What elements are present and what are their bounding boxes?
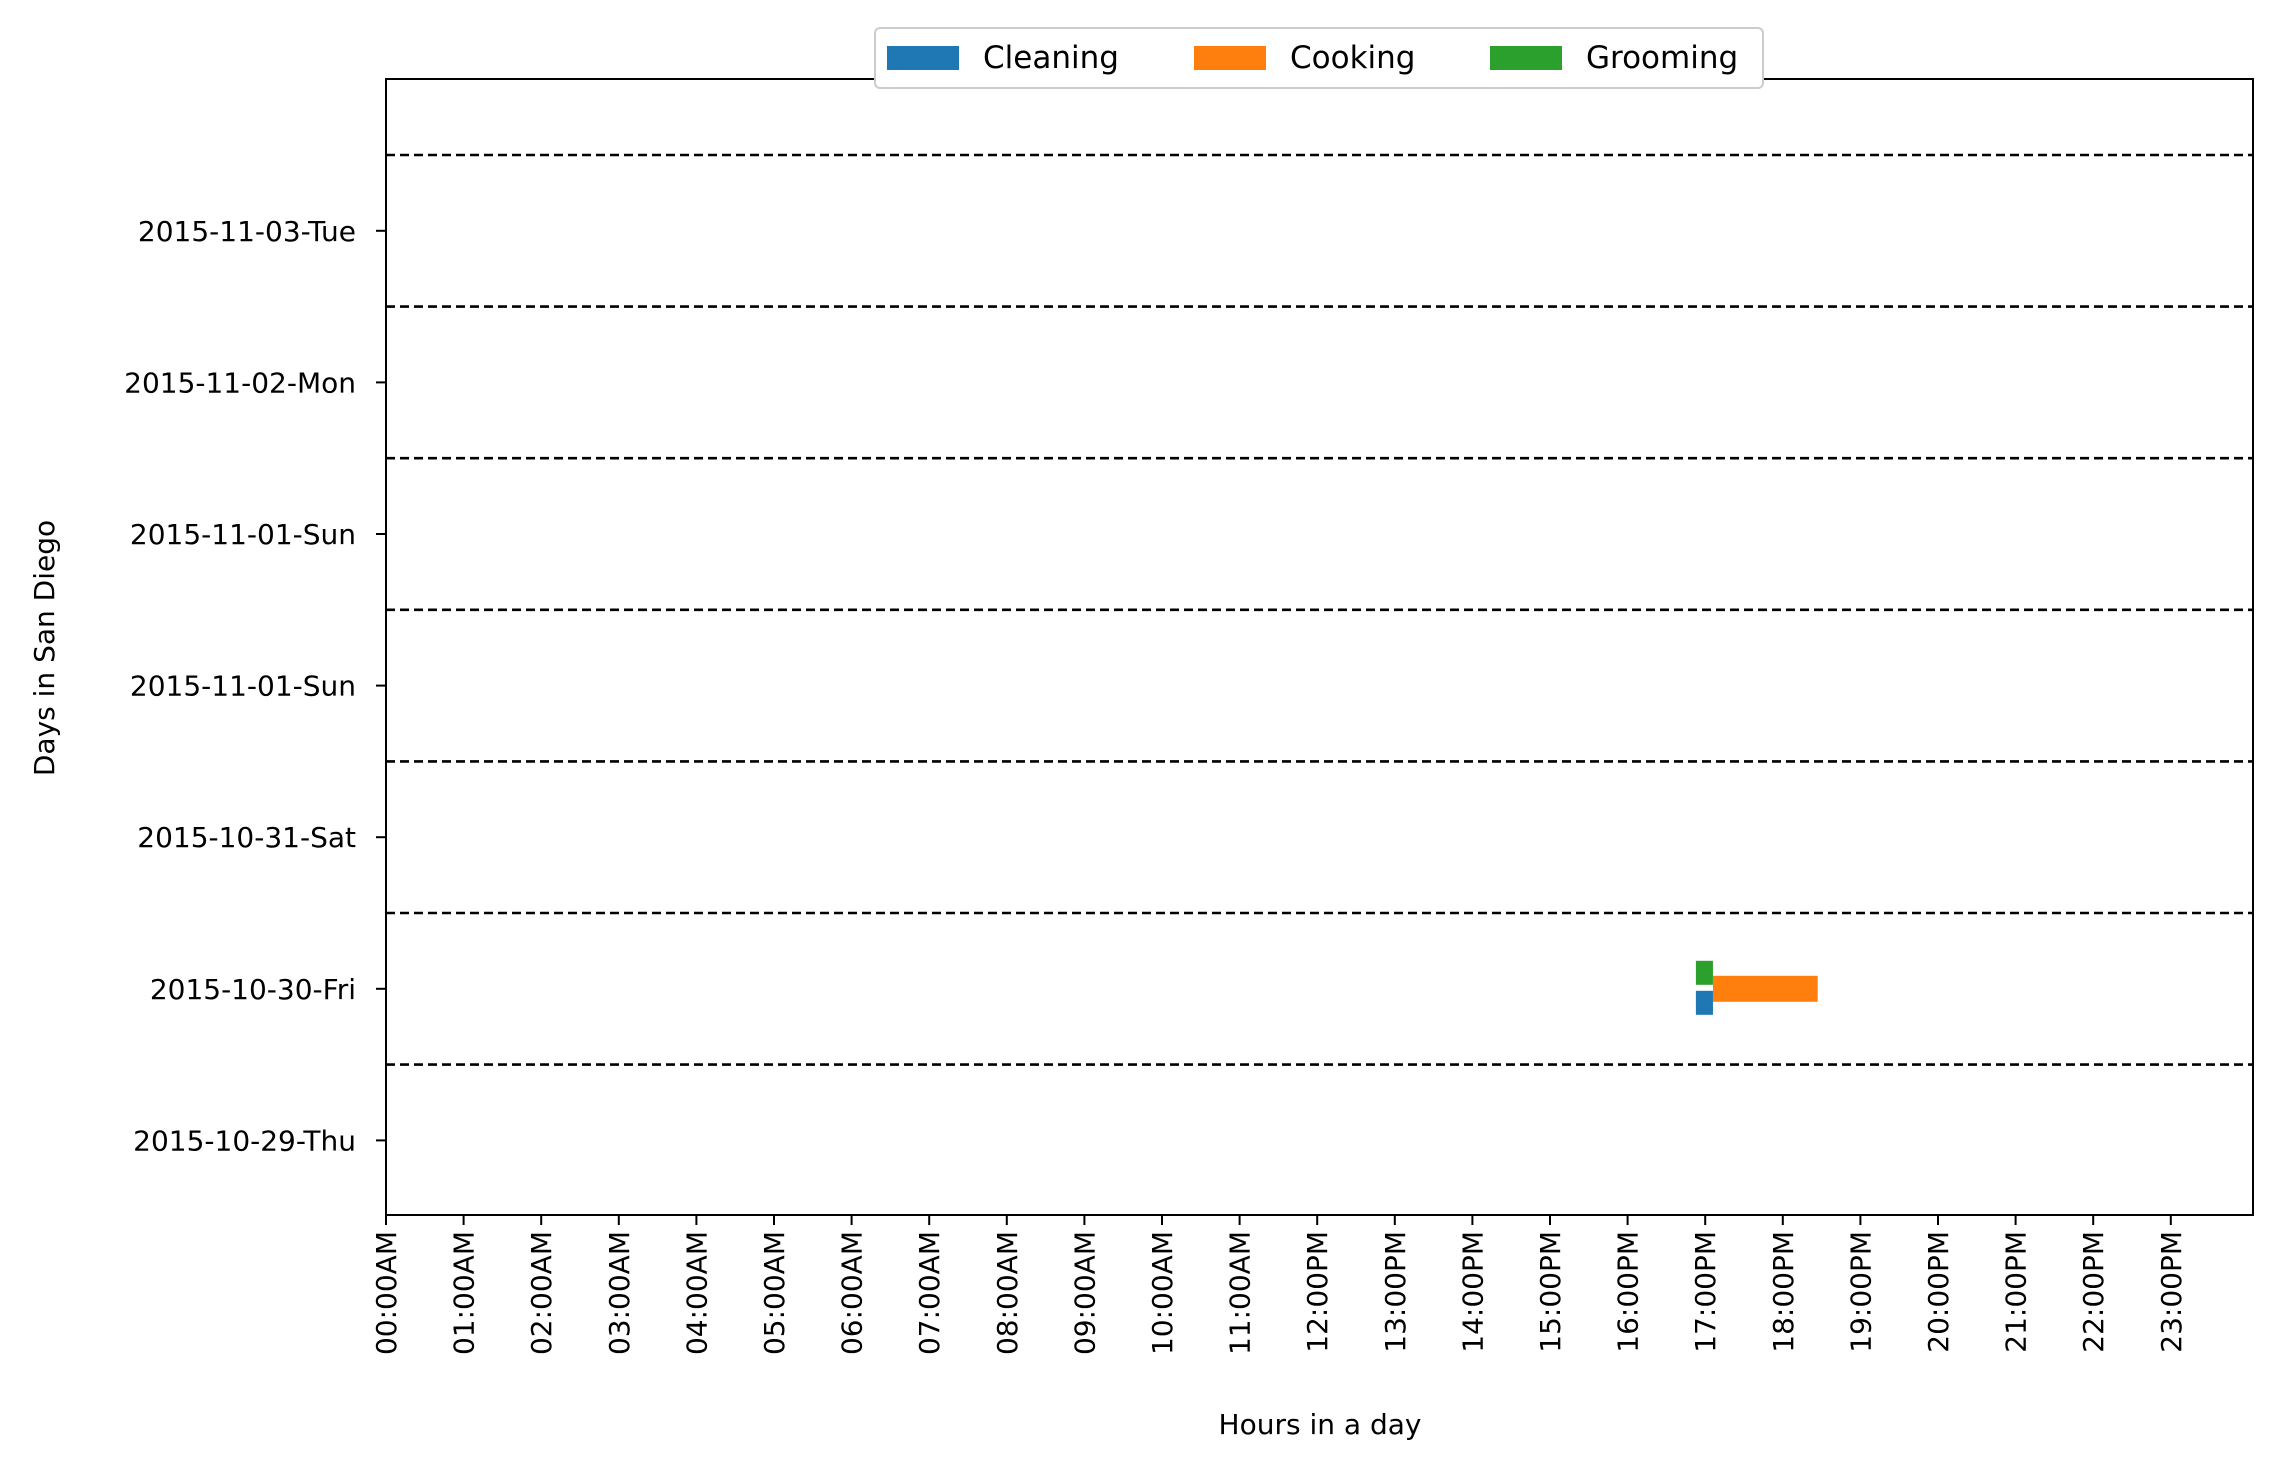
x-tick-label: 13:00PM	[1379, 1231, 1412, 1353]
x-tick-label: 09:00AM	[1068, 1231, 1101, 1355]
y-tick-label: 2015-10-30-Fri	[150, 973, 356, 1006]
x-axis-label: Hours in a day	[1219, 1408, 1422, 1441]
legend-label-cooking: Cooking	[1290, 40, 1415, 76]
x-tick-label: 20:00PM	[1922, 1231, 1955, 1353]
activity-bar-grooming	[1695, 960, 1713, 985]
legend-label-grooming: Grooming	[1586, 40, 1738, 76]
x-tick-label: 15:00PM	[1534, 1231, 1567, 1353]
x-tick-label: 17:00PM	[1689, 1231, 1722, 1353]
grid-layer	[386, 153, 2253, 1066]
legend-swatch-grooming	[1490, 46, 1562, 70]
x-tick-label: 07:00AM	[913, 1231, 946, 1355]
x-tick-label: 19:00PM	[1844, 1231, 1877, 1353]
x-tick-label: 06:00AM	[836, 1231, 869, 1355]
x-axis: 00:00AM 01:00AM 02:00AM 03:00AM 04:00AM 05:00…	[370, 1215, 2188, 1355]
legend: Cleaning Cooking Grooming	[874, 27, 1764, 89]
legend-swatch-cooking	[1194, 46, 1266, 70]
legend-label-cleaning: Cleaning	[983, 40, 1119, 76]
x-tick-label: 22:00PM	[2077, 1231, 2110, 1353]
x-tick-label: 04:00AM	[680, 1231, 713, 1355]
activity-bar-cooking	[1712, 975, 1818, 1002]
x-tick-label: 14:00PM	[1456, 1231, 1489, 1353]
plot-frame	[385, 78, 2254, 1216]
x-tick-label: 03:00AM	[603, 1231, 636, 1355]
x-tick-label: 21:00PM	[2000, 1231, 2033, 1353]
y-tick-label: 2015-11-02-Mon	[124, 366, 356, 399]
x-tick-label: 18:00PM	[1767, 1231, 1800, 1353]
x-tick-label: 11:00AM	[1224, 1231, 1257, 1355]
y-tick-label: 2015-10-31-Sat	[137, 821, 356, 854]
x-tick-label: 10:00AM	[1146, 1231, 1179, 1355]
y-tick-label: 2015-10-29-Thu	[133, 1124, 356, 1157]
x-tick-label: 12:00PM	[1301, 1231, 1334, 1353]
y-axis: 2015-10-29-Thu 2015-10-30-Fri 2015-10-31-S…	[124, 215, 386, 1157]
bars-layer	[1695, 960, 1818, 1015]
x-tick-label: 05:00AM	[758, 1231, 791, 1355]
y-tick-label: 2015-11-03-Tue	[138, 215, 356, 248]
y-axis-label: Days in San Diego	[28, 520, 61, 776]
legend-items: Cleaning Cooking Grooming	[887, 40, 1738, 76]
x-tick-label: 02:00AM	[525, 1231, 558, 1355]
x-tick-label: 23:00PM	[2155, 1231, 2188, 1353]
x-tick-label: 00:00AM	[370, 1231, 403, 1355]
x-tick-label: 16:00PM	[1612, 1231, 1645, 1353]
y-tick-label: 2015-11-01-Sun	[130, 670, 356, 703]
y-tick-label: 2015-11-01-Sun	[130, 518, 356, 551]
legend-swatch-cleaning	[887, 46, 959, 70]
x-tick-label: 08:00AM	[991, 1231, 1024, 1355]
x-tick-label: 01:00AM	[448, 1231, 481, 1355]
legend-box	[874, 27, 1764, 89]
activity-bar-cleaning	[1695, 990, 1713, 1015]
